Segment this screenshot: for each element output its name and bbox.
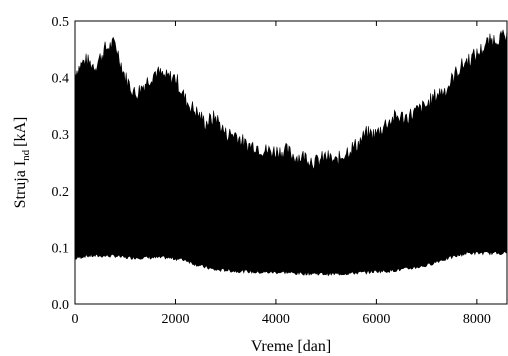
current-series-area (74, 29, 508, 277)
y-axis-label-main: Struja I (12, 161, 29, 209)
y-tick-label: 0.0 (52, 298, 70, 313)
x-tick-label: 4000 (262, 312, 290, 327)
y-tick-label: 0.1 (52, 241, 70, 256)
plot-frame (74, 20, 508, 305)
x-tick-label: 8000 (463, 312, 491, 327)
y-tick-label: 0.4 (52, 72, 70, 87)
x-tick-label: 2000 (161, 312, 189, 327)
data-layer (74, 29, 508, 277)
x-axis-label: Vreme [dan] (251, 338, 331, 355)
y-tick-label: 0.3 (52, 128, 70, 143)
x-tick-label: 6000 (362, 312, 390, 327)
y-axis-label-unit: [kA] (12, 117, 29, 147)
y-axis-label-subscript: nd (20, 149, 32, 161)
svg-text:Struja Ind[kA]: Struja Ind [kA] (12, 117, 32, 209)
y-axis-label: Struja Ind [kA] (12, 117, 32, 209)
x-tick-label: 0 (72, 312, 79, 327)
y-tick-label: 0.2 (52, 185, 70, 200)
y-tick-label: 0.5 (52, 15, 70, 30)
ticks-layer: 0 2000 4000 6000 8000 0.0 0.1 0.2 0.3 0.4 0.5 (52, 15, 507, 327)
